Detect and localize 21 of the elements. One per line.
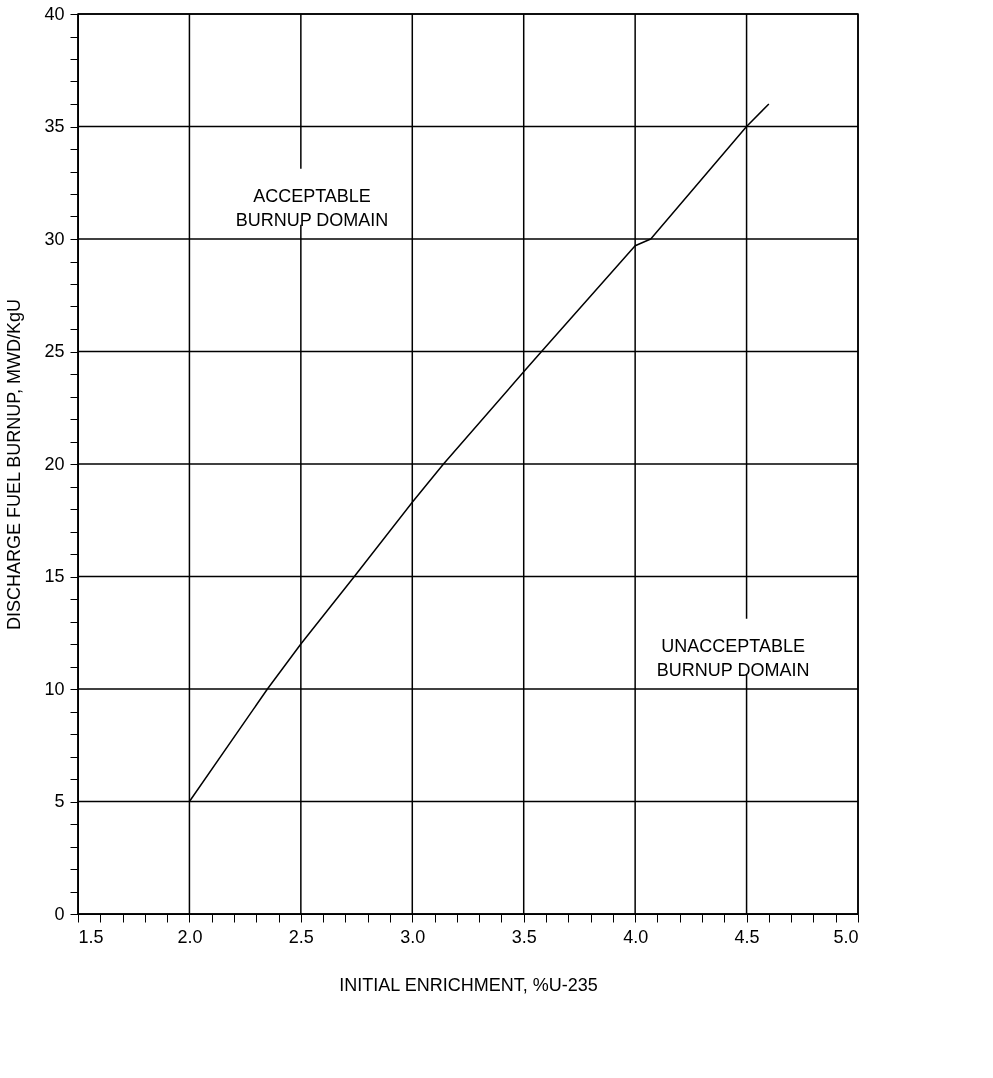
y-tick-label: 20 (44, 453, 65, 474)
x-tick-label: 4.0 (623, 926, 649, 947)
y-axis-title: DISCHARGE FUEL BURNUP, MWD/KgU (4, 298, 25, 631)
x-tick-label: 3.5 (511, 926, 537, 947)
annotation: ACCEPTABLE BURNUP DOMAIN (235, 185, 389, 230)
y-tick-label: 30 (44, 228, 65, 249)
x-tick-label: 4.5 (734, 926, 760, 947)
y-tick-label: 25 (44, 341, 65, 361)
y-tick-label: 0 (54, 903, 65, 924)
x-tick-label: 2.5 (288, 926, 314, 947)
y-tick-label: 5 (54, 791, 65, 811)
x-tick-label: 1.5 (78, 926, 104, 947)
x-tick-label: 3.0 (400, 926, 426, 947)
x-tick-label: 2.0 (177, 926, 203, 947)
y-tick-label: 35 (44, 116, 65, 136)
y-tick-label: 10 (44, 678, 65, 699)
y-tick-label: 15 (44, 566, 65, 586)
x-axis-title: INITIAL ENRICHMENT, %U-235 (339, 974, 598, 995)
y-tick-label: 40 (44, 3, 65, 24)
annotation: UNACCEPTABLE BURNUP DOMAIN (656, 635, 810, 680)
x-tick-label: 5.0 (833, 926, 859, 947)
